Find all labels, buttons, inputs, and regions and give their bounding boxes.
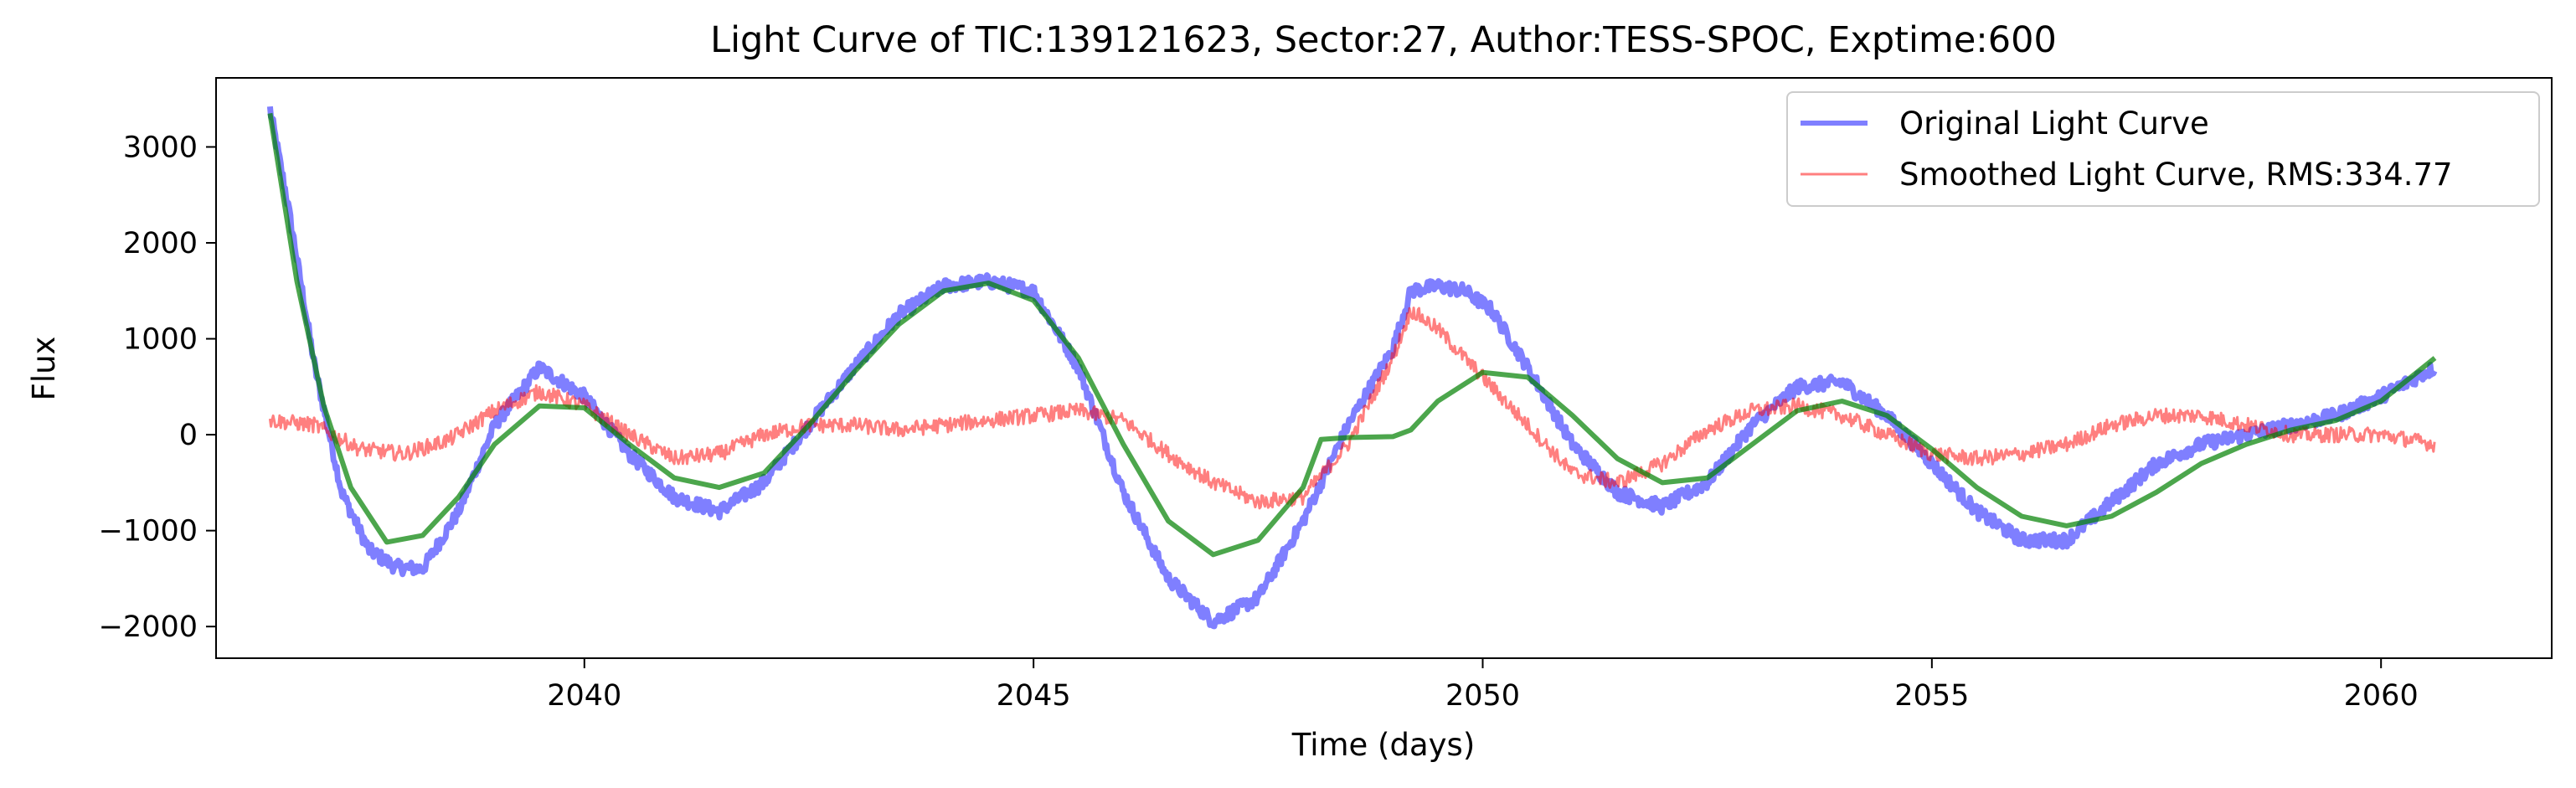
x-tick-label: 2040 [547,679,621,713]
x-tick-label: 2050 [1445,679,1520,713]
y-tick-label: 2000 [123,227,198,260]
series-original-light-curve [266,106,2438,630]
y-tick-label: 0 [179,419,198,452]
series-smoothed-light-curve [268,306,2436,510]
y-axis: −2000 −1000 0 1000 2000 3000 [99,131,216,644]
y-tick-label: 3000 [123,131,198,164]
y-tick-label: −2000 [99,610,198,644]
y-tick-label: 1000 [123,323,198,357]
y-axis-label: Flux [26,337,62,401]
legend-box [1786,91,2540,207]
chart-title: Light Curve of TIC:139121623, Sector:27,… [710,19,2057,61]
legend: Original Light Curve Smoothed Light Curv… [1786,91,2540,207]
x-tick-label: 2055 [1894,679,1969,713]
legend-label-original: Original Light Curve [1899,106,2209,142]
y-tick-label: −1000 [99,515,198,549]
series-trend-fit [267,112,2437,558]
x-tick-label: 2045 [997,679,1071,713]
x-axis-label: Time (days) [1291,727,1476,763]
x-axis: 2040 2045 2050 2055 2060 [547,658,2419,713]
plot-frame [215,77,2553,659]
series-layer [266,106,2438,630]
x-tick-label: 2060 [2344,679,2419,713]
legend-label-smoothed: Smoothed Light Curve, RMS:334.77 [1899,157,2453,193]
